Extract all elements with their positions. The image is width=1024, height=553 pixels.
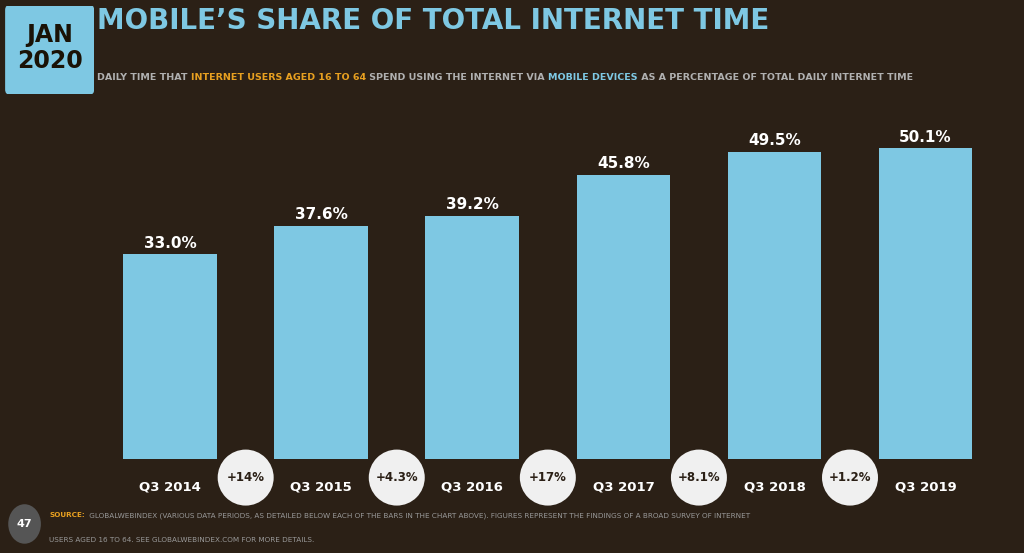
Text: USERS AGED 16 TO 64. SEE GLOBALWEBINDEX.COM FOR MORE DETAILS.: USERS AGED 16 TO 64. SEE GLOBALWEBINDEX.… <box>49 537 314 543</box>
Text: 50.1%: 50.1% <box>899 130 952 145</box>
Text: 49.5%: 49.5% <box>749 133 801 149</box>
Text: +4.3%: +4.3% <box>376 471 418 484</box>
Text: +1.2%: +1.2% <box>828 471 871 484</box>
Bar <box>879 149 973 459</box>
Text: 37.6%: 37.6% <box>295 207 348 222</box>
Text: +14%: +14% <box>226 471 264 484</box>
Text: 33.0%: 33.0% <box>143 236 197 251</box>
Text: MOBILE’S SHARE OF TOTAL INTERNET TIME: MOBILE’S SHARE OF TOTAL INTERNET TIME <box>97 7 769 35</box>
Text: Q3 2017: Q3 2017 <box>593 481 654 494</box>
Bar <box>425 216 519 459</box>
Text: Q3 2014: Q3 2014 <box>139 481 201 494</box>
Text: INTERNET USERS AGED 16 TO 64: INTERNET USERS AGED 16 TO 64 <box>191 72 367 81</box>
Bar <box>577 175 671 459</box>
Text: SOURCE:: SOURCE: <box>49 512 85 518</box>
Bar <box>728 152 821 459</box>
Text: Q3 2016: Q3 2016 <box>441 481 503 494</box>
Circle shape <box>8 504 41 544</box>
FancyBboxPatch shape <box>5 4 94 95</box>
Text: +17%: +17% <box>529 471 566 484</box>
Text: +8.1%: +8.1% <box>678 471 720 484</box>
Text: Q3 2019: Q3 2019 <box>895 481 956 494</box>
Text: GLOBALWEBINDEX (VARIOUS DATA PERIODS, AS DETAILED BELOW EACH OF THE BARS IN THE : GLOBALWEBINDEX (VARIOUS DATA PERIODS, AS… <box>87 512 751 519</box>
Text: MOBILE DEVICES: MOBILE DEVICES <box>548 72 638 81</box>
Text: DAILY TIME THAT: DAILY TIME THAT <box>97 72 191 81</box>
Text: Q3 2015: Q3 2015 <box>291 481 352 494</box>
Text: 39.2%: 39.2% <box>445 197 499 212</box>
Text: Q3 2018: Q3 2018 <box>743 481 806 494</box>
Bar <box>123 254 217 459</box>
Text: AS A PERCENTAGE OF TOTAL DAILY INTERNET TIME: AS A PERCENTAGE OF TOTAL DAILY INTERNET … <box>638 72 912 81</box>
Text: SPEND USING THE INTERNET VIA: SPEND USING THE INTERNET VIA <box>367 72 548 81</box>
Text: 45.8%: 45.8% <box>597 156 650 171</box>
Text: 47: 47 <box>16 519 33 529</box>
Bar <box>274 226 368 459</box>
Text: JAN
2020: JAN 2020 <box>16 23 83 74</box>
